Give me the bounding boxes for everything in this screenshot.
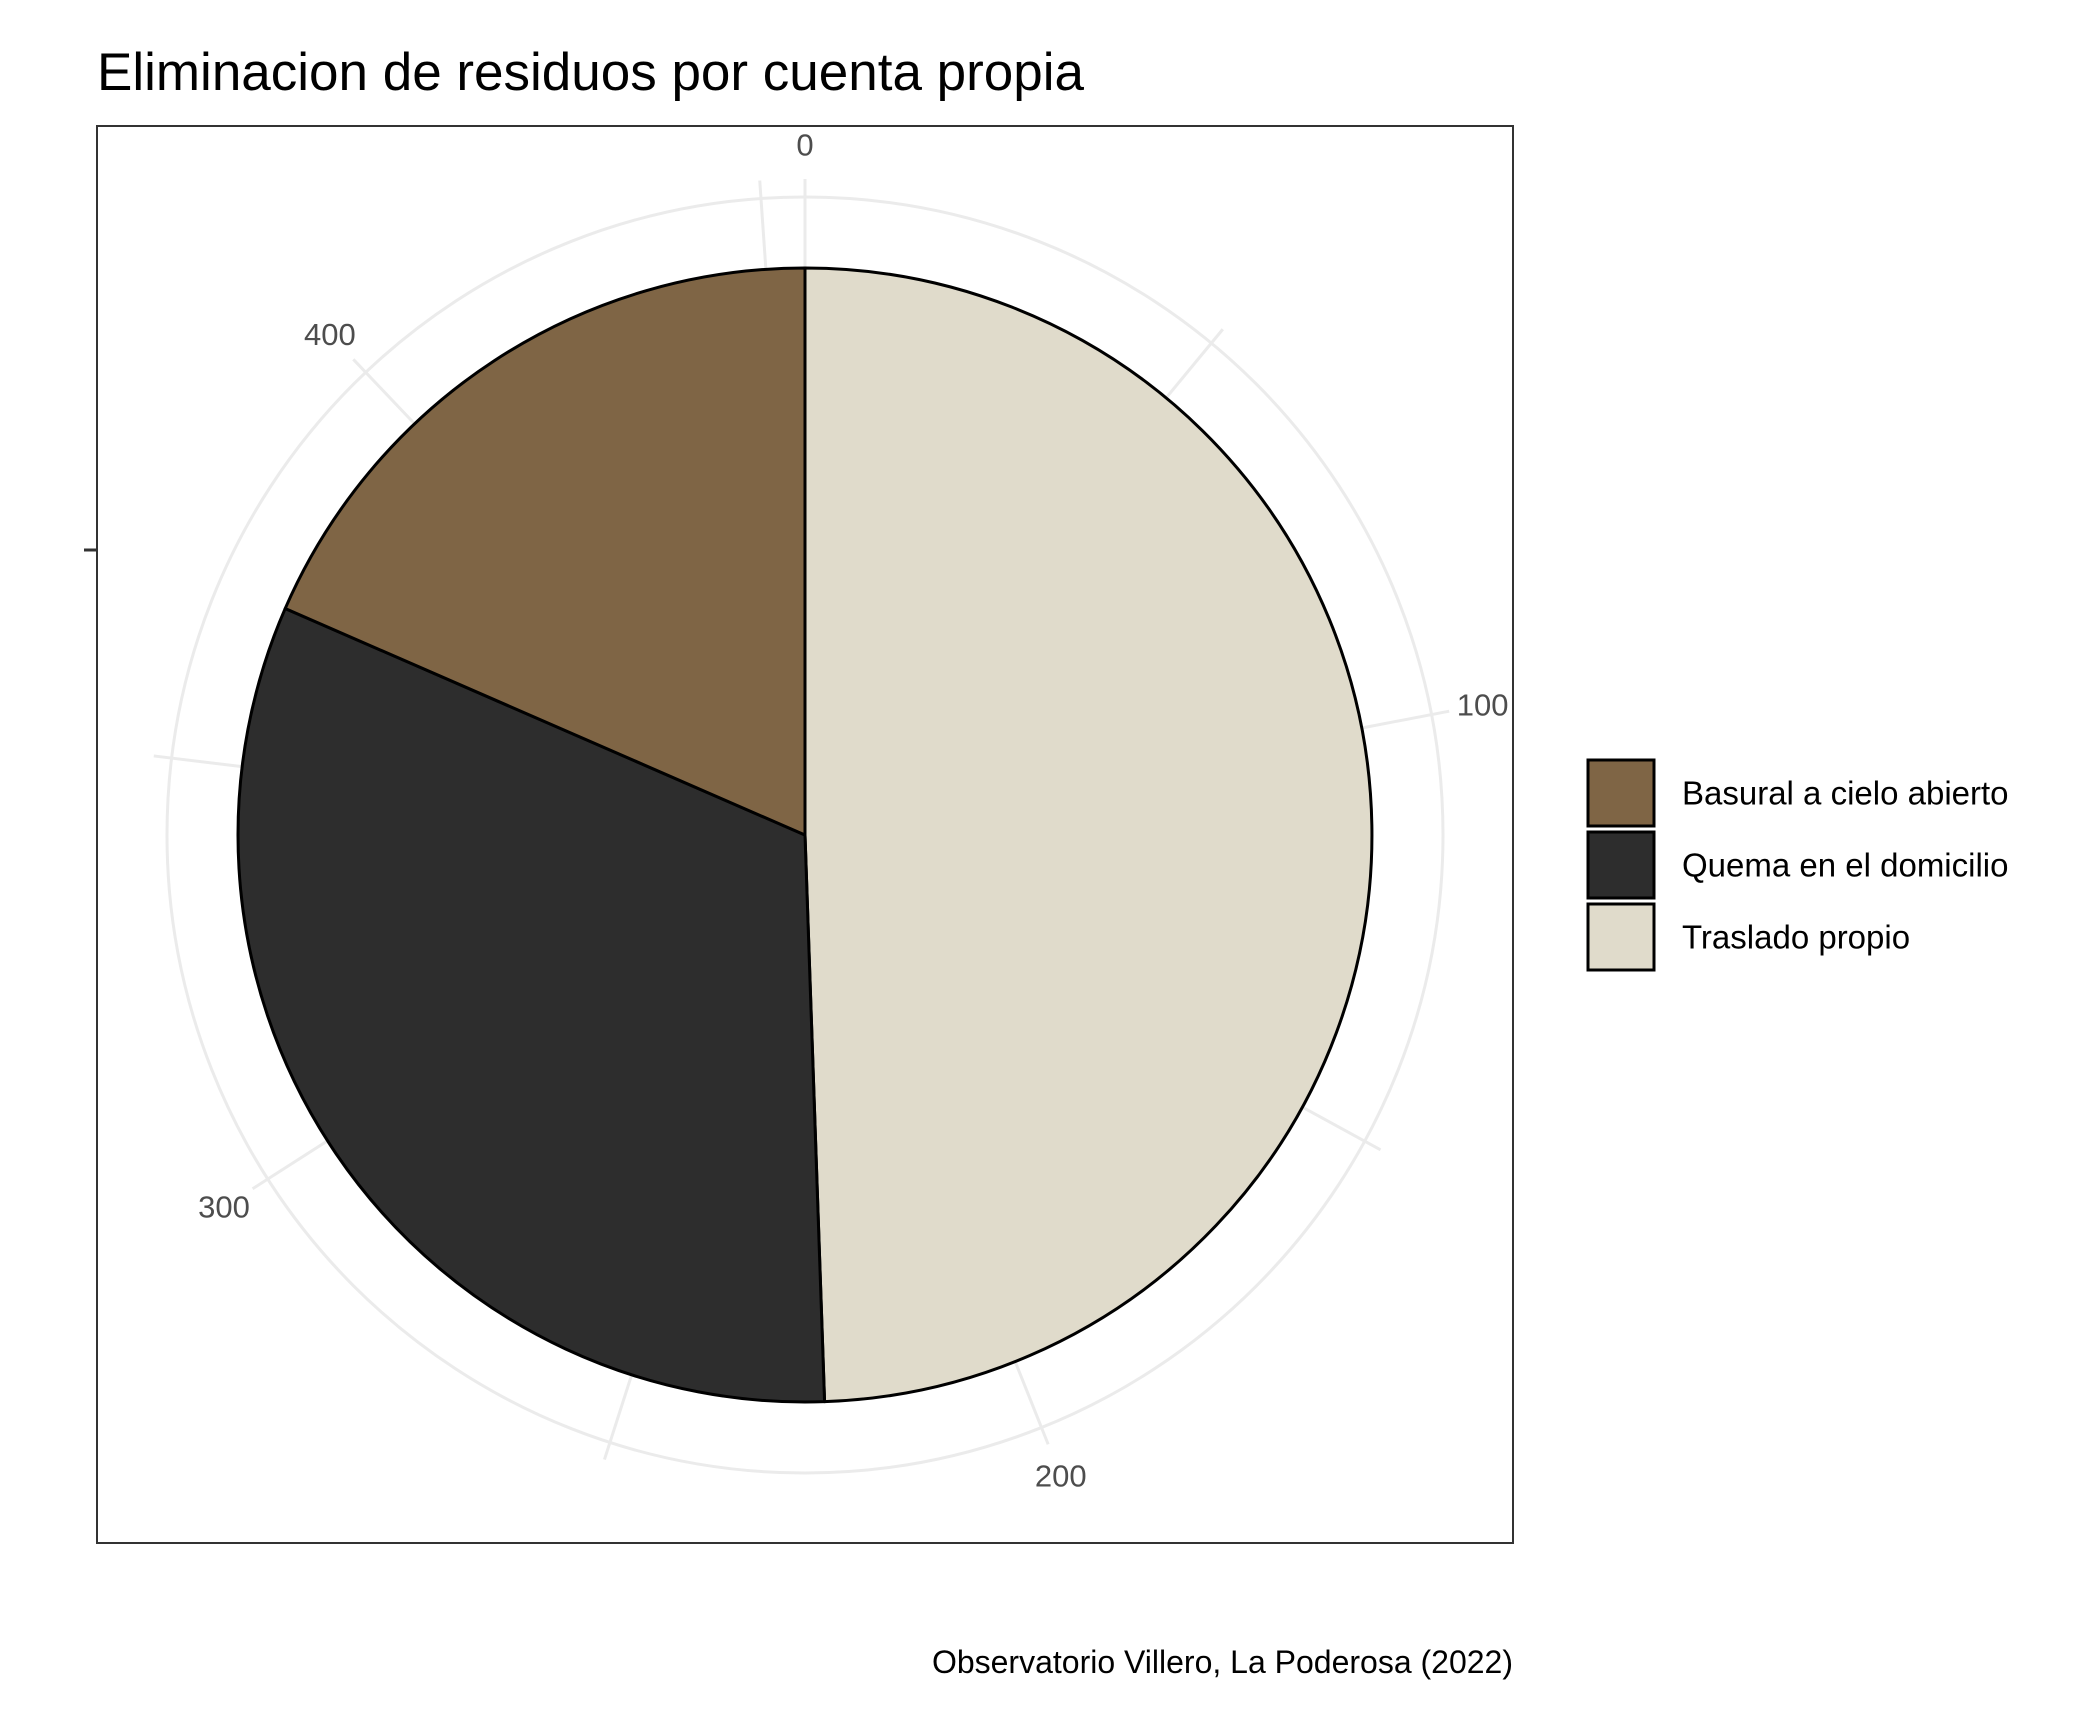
grid-line [1013,1359,1050,1445]
pie-slice-basural-a-cielo-abierto [283,266,807,837]
grid-line [1299,1104,1382,1152]
grid-line [352,358,418,427]
theta-tick-label: 300 [198,1190,250,1225]
chart-title: Eliminacion de residuos por cuenta propi… [97,43,1084,102]
grid-line [603,1372,634,1461]
panel-border [96,125,1514,1544]
grid-line [758,180,768,272]
legend-label-basural-a-cielo-abierto: Basural a cielo abierto [1682,775,2009,812]
theta-tick-label: 200 [1035,1458,1087,1493]
grid-line [1359,709,1450,730]
legend-key-traslado-propio [1586,902,1656,972]
legend-label-traslado-propio: Traslado propio [1682,919,1910,956]
pie-slice-quema-en-el-domicilio [236,607,827,1404]
pie-slices [236,266,1374,1404]
legend-key-quema-en-el-domicilio [1586,830,1656,900]
pie-slice-traslado-propio [803,266,1374,1404]
legend-key-basural-a-cielo-abierto [1586,758,1656,828]
theta-tick-labels: 0 100 200 300 400 [198,128,1508,1494]
theta-tick-label: 100 [1457,687,1509,722]
legend: Basural a cielo abierto Quema en el domic… [1586,758,2009,972]
theta-tick-label: 0 [796,128,813,163]
legend-label-quema-en-el-domicilio: Quema en el domicilio [1682,847,2009,884]
theta-tick-label: 400 [304,317,356,352]
grid-line [1163,328,1224,401]
polar-grid [153,179,1450,1475]
grid-line [153,754,245,769]
chart-caption: Observatorio Villero, La Poderosa (2022) [932,1644,1513,1680]
grid-line [251,1138,331,1191]
